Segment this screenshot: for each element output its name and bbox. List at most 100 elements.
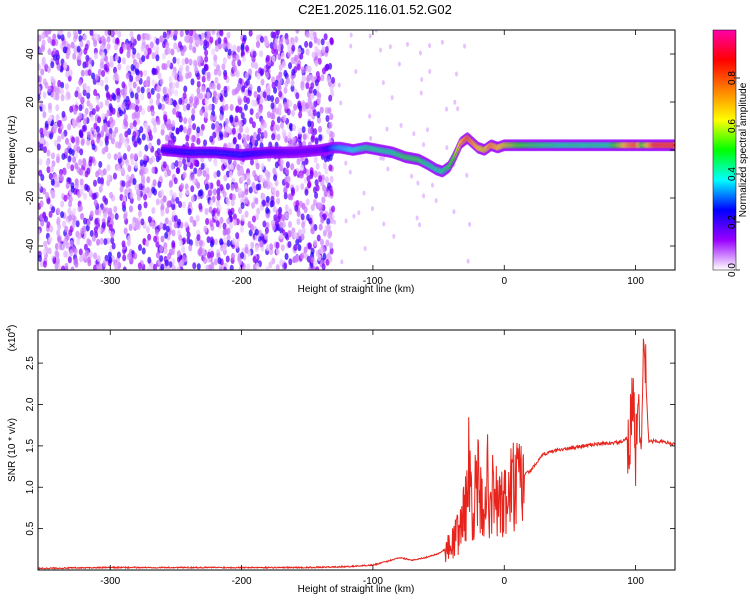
heatmap-cell (232, 136, 237, 144)
heatmap-cell (199, 108, 204, 116)
heatmap-cell (205, 40, 210, 48)
heatmap-cell (240, 214, 245, 222)
heatmap-cell (193, 59, 198, 67)
heatmap-cell (214, 238, 219, 246)
heatmap-cell (153, 188, 158, 196)
heatmap-cell (55, 257, 60, 265)
heatmap-cell (121, 57, 126, 65)
heatmap-cell (278, 90, 283, 98)
heatmap-cell (76, 238, 81, 246)
heatmap-cell (222, 243, 227, 251)
y-tick-label: 2.0 (25, 397, 36, 411)
heatmap-cell (295, 30, 300, 34)
heatmap-cell (61, 110, 66, 118)
heatmap-cell (318, 125, 323, 133)
heatmap-cell (69, 249, 74, 257)
heatmap-cell (213, 97, 218, 105)
heatmap-cell (84, 69, 89, 77)
heatmap-cell (70, 164, 75, 172)
heatmap-cell (162, 41, 167, 49)
heatmap-cell (260, 163, 265, 171)
snr-frame (37, 329, 676, 571)
heatmap-cell (144, 166, 149, 174)
heatmap-cell (77, 92, 82, 100)
heatmap-cell (82, 118, 87, 126)
heatmap-cell (312, 199, 317, 207)
heatmap-cell (271, 223, 276, 231)
heatmap-cell (271, 76, 276, 84)
heatmap-cell (141, 133, 146, 141)
heatmap-cell (132, 47, 137, 55)
heatmap-cell (230, 183, 235, 191)
heatmap-cell (382, 221, 386, 227)
heatmap-cell (313, 239, 318, 247)
heatmap-cell (202, 169, 207, 177)
heatmap-cell (251, 181, 256, 189)
heatmap-cell (84, 43, 89, 51)
heatmap-cell (288, 258, 293, 266)
heatmap-cell (325, 239, 330, 247)
heatmap-cell (162, 31, 167, 39)
snr-multiplier-base: (x10 (7, 331, 18, 351)
heatmap-cell (113, 205, 118, 213)
heatmap-cell (315, 162, 320, 170)
heatmap-cell (273, 214, 278, 222)
heatmap-cell (67, 207, 72, 215)
heatmap-cell (248, 83, 253, 91)
heatmap-cell (151, 117, 156, 125)
x-tick-label: -200 (232, 276, 252, 287)
heatmap-cell (303, 246, 308, 254)
heatmap-cell (240, 49, 245, 57)
heatmap-cell (291, 44, 296, 52)
heatmap-cell (48, 210, 53, 218)
heatmap-cell (213, 54, 218, 62)
heatmap-cell (286, 77, 291, 85)
heatmap-cell (211, 209, 216, 217)
heatmap-cell (121, 180, 126, 188)
heatmap-cell (44, 81, 49, 89)
heatmap-cell (155, 98, 160, 106)
heatmap-cell (239, 225, 244, 233)
heatmap-cell (250, 241, 255, 249)
heatmap-cell (321, 263, 326, 270)
heatmap-cell (106, 174, 111, 182)
heatmap-cell (196, 80, 201, 88)
heatmap-cell (206, 74, 211, 82)
heatmap-cell (279, 159, 284, 167)
heatmap-cell (116, 95, 121, 103)
heatmap-cell (150, 109, 155, 117)
heatmap-cell (113, 262, 118, 270)
heatmap-cell (47, 102, 52, 110)
heatmap-cell (121, 101, 126, 109)
heatmap-cell (216, 170, 221, 178)
heatmap-cell (134, 92, 139, 100)
heatmap-cell (82, 160, 87, 168)
heatmap-cell (186, 103, 191, 111)
heatmap-cell (410, 173, 414, 179)
heatmap-cell (388, 44, 392, 50)
heatmap-cell (47, 85, 52, 93)
heatmap-cell (156, 138, 161, 146)
heatmap-cell (238, 120, 243, 128)
heatmap-cell (176, 266, 181, 270)
heatmap-cell (147, 265, 152, 270)
heatmap-cell (306, 175, 311, 183)
heatmap-cell (293, 103, 298, 111)
heatmap-cell (465, 172, 469, 178)
heatmap-cell (190, 114, 195, 122)
heatmap-cell (49, 165, 54, 173)
heatmap-cell (102, 195, 107, 203)
heatmap-cell (235, 232, 240, 240)
heatmap-cell (258, 105, 263, 113)
heatmap-cell (56, 87, 61, 95)
heatmap-cell (318, 223, 323, 231)
heatmap-cell (171, 264, 176, 270)
heatmap-cell (204, 97, 209, 105)
heatmap-cell (81, 125, 86, 133)
heatmap-cell (213, 258, 218, 266)
heatmap-cell (209, 220, 214, 228)
spectrogram-y-label: Frequency (Hz) (7, 116, 18, 185)
heatmap-cell (191, 107, 196, 115)
heatmap-cell (159, 245, 164, 253)
heatmap-cell (166, 169, 171, 177)
